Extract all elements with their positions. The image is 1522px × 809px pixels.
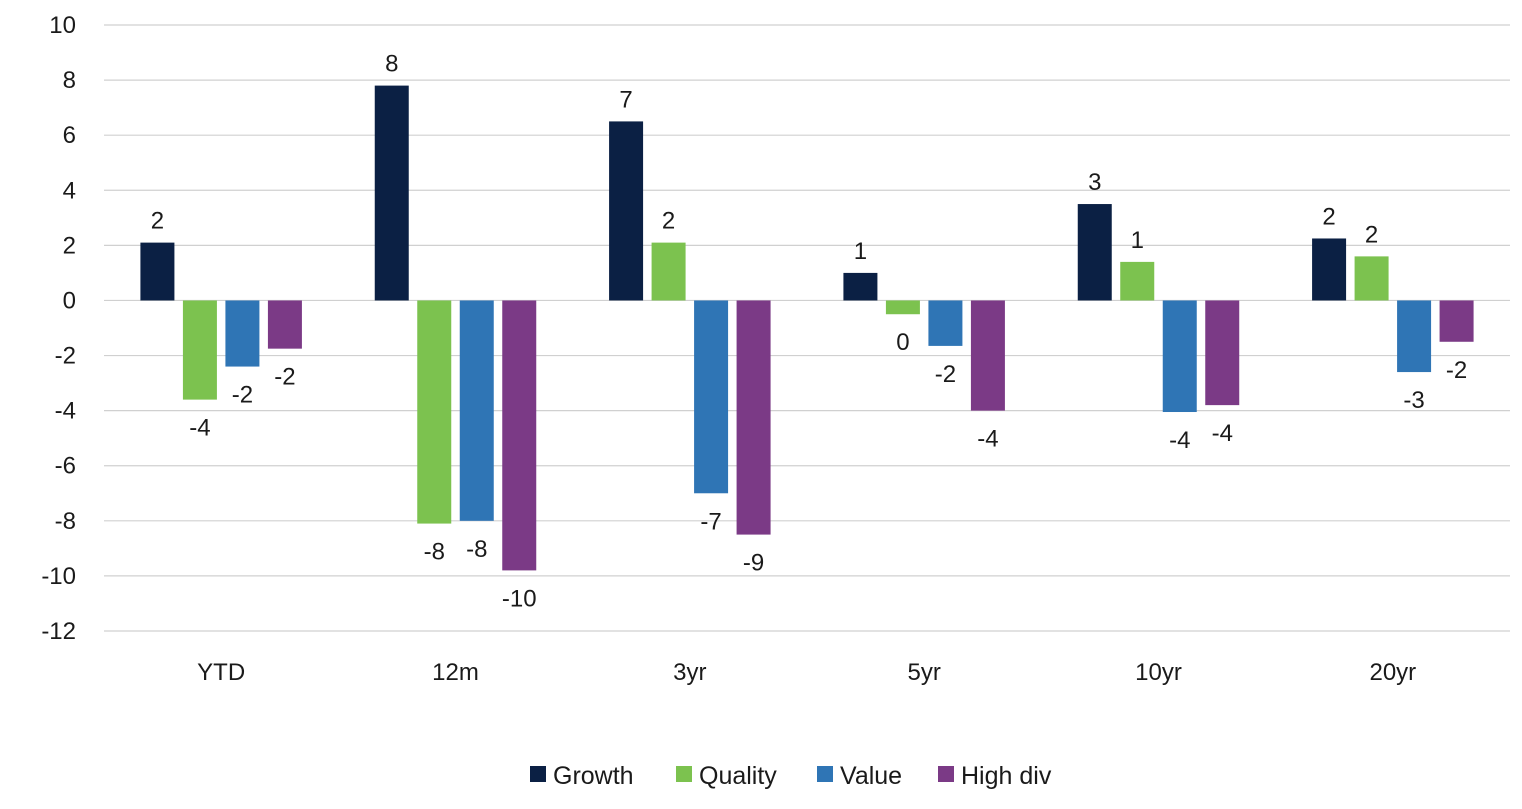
y-tick-label: 0 xyxy=(63,287,76,314)
bar-high-div xyxy=(1439,300,1474,342)
bar-growth xyxy=(374,85,409,301)
data-label: -9 xyxy=(743,550,764,577)
data-label: 7 xyxy=(619,86,632,113)
bar-high-div xyxy=(970,300,1005,411)
bar-value xyxy=(459,300,494,521)
bar-quality xyxy=(1120,261,1155,301)
data-label: -4 xyxy=(977,426,998,453)
y-tick-label: -6 xyxy=(55,453,76,480)
data-label: 2 xyxy=(151,208,164,235)
x-tick-label: 12m xyxy=(432,659,479,686)
data-labels: 2 -4 -2 -2 8 -8 -8 -10 7 2 -7 -9 1 0 -2 -4 3 1 -4 -4 2 2 -3 -2 xyxy=(151,51,1468,613)
legend-swatch xyxy=(676,766,692,782)
y-tick-label: 8 xyxy=(63,67,76,94)
data-label: 3 xyxy=(1088,169,1101,196)
bar-value xyxy=(225,300,260,367)
x-tick-label: 3yr xyxy=(673,659,706,686)
data-label: 0 xyxy=(896,329,909,356)
data-label: 8 xyxy=(385,51,398,78)
legend-item: Value xyxy=(817,762,902,790)
data-label: 1 xyxy=(854,238,867,265)
bar-quality xyxy=(182,300,217,400)
y-tick-label: 4 xyxy=(63,177,76,204)
bar-growth xyxy=(609,121,644,301)
legend-swatch xyxy=(530,766,546,782)
data-label: -4 xyxy=(189,415,210,442)
bar-growth xyxy=(843,272,878,301)
data-label: -3 xyxy=(1403,387,1424,414)
y-tick-label: -8 xyxy=(55,508,76,535)
y-axis-ticks: 10 8 6 4 2 0 -2 -4 -6 -8 -10 -12 xyxy=(41,12,76,645)
legend-label: Growth xyxy=(553,762,634,790)
bar-value xyxy=(694,300,729,494)
data-label: -7 xyxy=(700,508,721,535)
y-tick-label: -10 xyxy=(41,563,76,590)
bar-quality xyxy=(885,300,920,315)
gridlines xyxy=(104,24,1510,632)
bars xyxy=(140,85,1474,571)
y-tick-label: -4 xyxy=(55,398,76,425)
bar-high-div xyxy=(267,300,302,349)
bar-high-div xyxy=(1205,300,1240,406)
legend-item: High div xyxy=(938,762,1052,790)
x-axis-ticks: YTD 12m 3yr 5yr 10yr 20yr xyxy=(197,659,1416,686)
legend-swatch xyxy=(938,766,954,782)
y-tick-label: -12 xyxy=(41,618,76,645)
legend-item: Quality xyxy=(676,762,777,790)
x-tick-label: YTD xyxy=(197,659,245,686)
bar-growth xyxy=(140,242,175,301)
data-label: -2 xyxy=(1446,357,1467,384)
bar-high-div xyxy=(736,300,771,535)
legend-label: Quality xyxy=(699,762,777,790)
x-tick-label: 10yr xyxy=(1135,659,1182,686)
legend: Growth Quality Value High div xyxy=(530,762,1052,790)
data-label: -2 xyxy=(935,361,956,388)
data-label: -2 xyxy=(274,364,295,391)
bar-value xyxy=(1397,300,1432,373)
legend-label: High div xyxy=(961,762,1052,790)
data-label: -4 xyxy=(1169,427,1190,454)
y-tick-label: 10 xyxy=(49,12,76,39)
x-tick-label: 20yr xyxy=(1369,659,1416,686)
y-tick-label: 6 xyxy=(63,122,76,149)
y-tick-label: 2 xyxy=(63,232,76,259)
data-label: 2 xyxy=(1322,203,1335,230)
bar-value xyxy=(1162,300,1197,413)
bar-high-div xyxy=(502,300,537,571)
legend-swatch xyxy=(817,766,833,782)
bar-quality xyxy=(417,300,452,524)
data-label: 1 xyxy=(1131,227,1144,254)
x-tick-label: 5yr xyxy=(907,659,940,686)
legend-label: Value xyxy=(840,762,902,790)
bar-value xyxy=(928,300,963,346)
data-label: -2 xyxy=(232,382,253,409)
legend-item: Growth xyxy=(530,762,634,790)
data-label: -8 xyxy=(424,539,445,566)
bar-quality xyxy=(651,242,686,301)
y-tick-label: -2 xyxy=(55,343,76,370)
data-label: -8 xyxy=(466,536,487,563)
data-label: -10 xyxy=(502,585,537,612)
bar-growth xyxy=(1077,204,1112,301)
data-label: -4 xyxy=(1212,420,1233,447)
data-label: 2 xyxy=(1365,221,1378,248)
bar-growth xyxy=(1312,238,1347,301)
bar-quality xyxy=(1354,256,1389,301)
data-label: 2 xyxy=(662,208,675,235)
